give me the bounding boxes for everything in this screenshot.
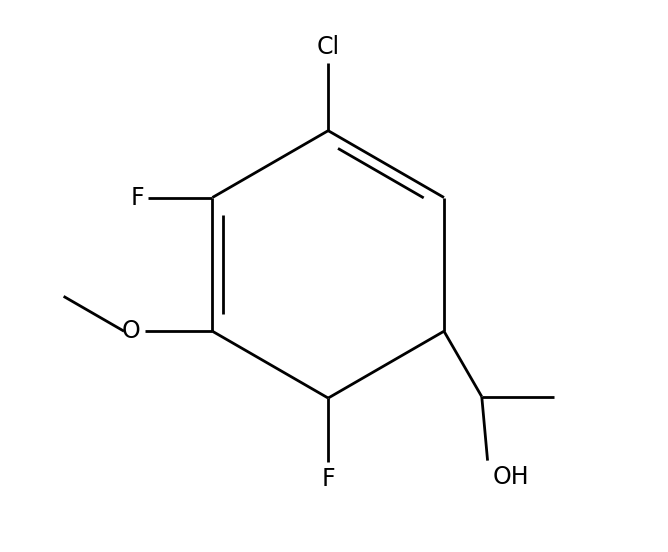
Text: F: F	[130, 185, 144, 210]
Text: O: O	[122, 319, 140, 343]
Text: Cl: Cl	[317, 35, 340, 59]
Text: OH: OH	[492, 465, 529, 489]
Text: F: F	[321, 466, 335, 491]
